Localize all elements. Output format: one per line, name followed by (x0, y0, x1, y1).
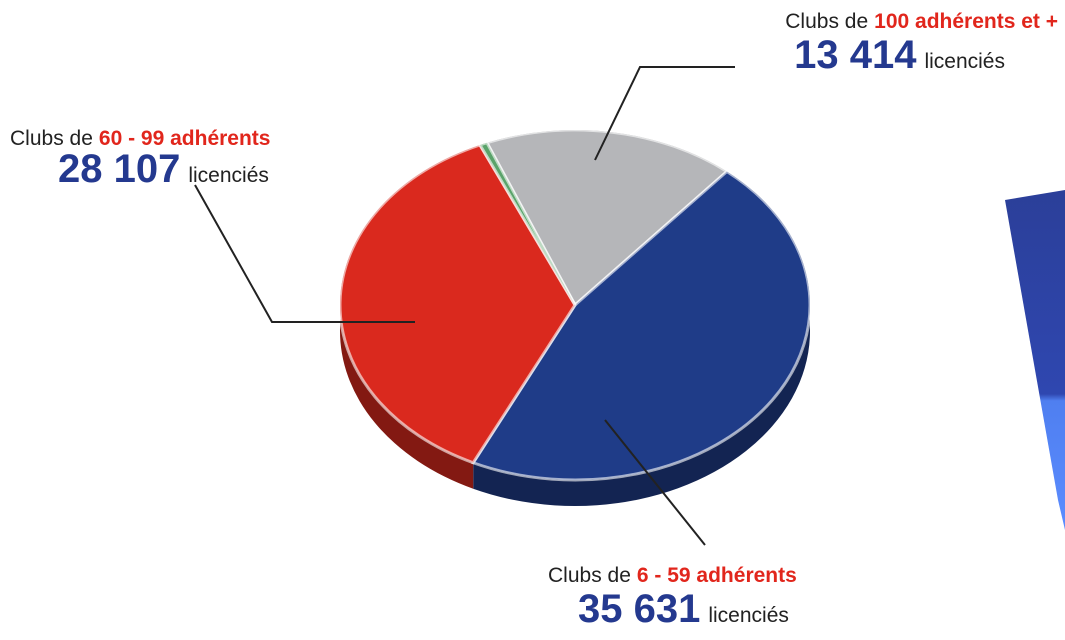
unit: licenciés (708, 604, 789, 627)
labels: Clubs de 100 adhérents et +13 414 licencié… (10, 10, 1058, 631)
pie (338, 128, 812, 507)
label-value: 35 631 licenciés (578, 587, 789, 631)
value: 28 107 (58, 147, 180, 191)
value: 13 414 (794, 33, 917, 77)
callout-line (604, 419, 706, 546)
label-prefix: Clubs de (785, 10, 868, 33)
slice (477, 140, 577, 306)
value: 35 631 (578, 587, 700, 631)
slice (484, 128, 730, 308)
slice (470, 169, 812, 482)
callout-line (194, 184, 415, 323)
label-value: 13 414 licenciés (794, 33, 1005, 77)
unit: licenciés (924, 50, 1005, 73)
label-prefix: Clubs de (10, 127, 93, 150)
category: 6 - 59 adhérents (637, 564, 797, 587)
category: 60 - 99 adhérents (99, 127, 271, 150)
callout-line (594, 66, 735, 161)
slice (338, 143, 577, 465)
label-category: Clubs de 6 - 59 adhérents (548, 564, 797, 587)
label-prefix: Clubs de (548, 564, 631, 587)
label-value: 28 107 licenciés (58, 147, 269, 191)
category: 100 adhérents et + (874, 10, 1058, 33)
label-category: Clubs de 100 adhérents et + (785, 10, 1058, 33)
label-category: Clubs de 60 - 99 adhérents (10, 127, 270, 150)
decoration (1005, 190, 1065, 530)
unit: licenciés (188, 164, 269, 187)
